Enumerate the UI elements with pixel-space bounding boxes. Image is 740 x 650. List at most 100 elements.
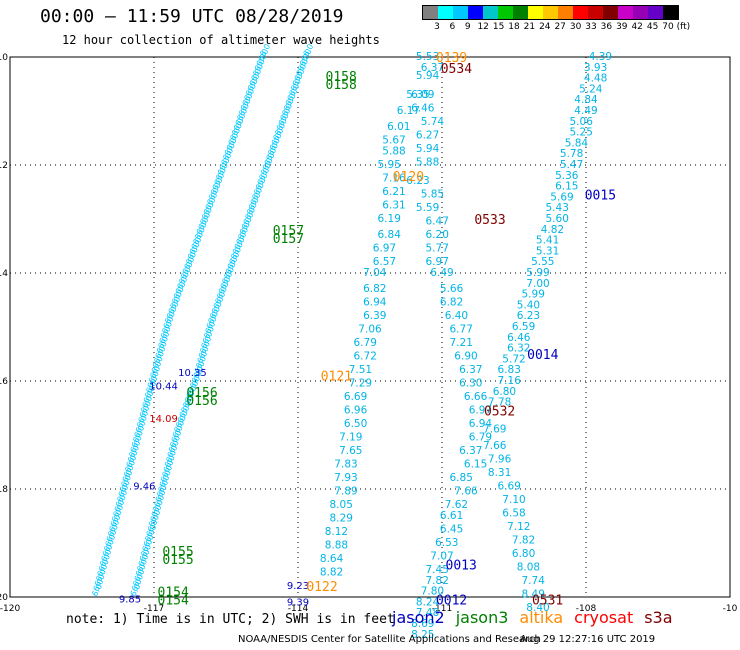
swh-value-track-a: 7.48 [416, 607, 439, 619]
swh-value-track-a: 7.07 [430, 551, 453, 563]
swh-value-track-a: 6.82 [440, 297, 463, 309]
swh-value-track-a: 6.69 [344, 391, 367, 403]
pass-time-label: 0158 [326, 78, 357, 93]
swh-value-track-a: 6.20 [426, 229, 449, 241]
swh-value-track-a: 6.47 [426, 216, 449, 228]
legend-swatch [663, 6, 678, 19]
latitude-label: -14 [0, 269, 8, 279]
pass-time-label: 0534 [441, 62, 472, 77]
swh-value-track-a: 7.45 [426, 564, 449, 576]
legend-label: 39 [616, 22, 628, 32]
swh-value-track-a: 8.12 [325, 526, 348, 538]
swh-value-track-a: 8.64 [320, 553, 344, 565]
swh-value-track-b: 7.69 [483, 424, 506, 436]
legend-label: 27 [554, 22, 566, 32]
longitude-label: -10 [723, 604, 738, 614]
map-frame [9, 56, 731, 598]
legend-swatch [633, 6, 648, 19]
legend-label: 42 [631, 22, 643, 32]
swh-value-track-b: 5.41 [536, 235, 559, 247]
swh-value-track-a: 7.80 [421, 586, 444, 598]
pass-time-label: 0139 [436, 51, 467, 66]
swh-value-track-a: 8.24 [416, 596, 440, 608]
swh-value-track-b: 7.74 [522, 575, 546, 587]
pass-time-label: 0532 [484, 405, 515, 420]
legend-swatch [468, 6, 483, 19]
legend-swatch [483, 6, 498, 19]
swh-value-track-a: 7.65 [339, 445, 362, 457]
swh-value-track-b: 5.06 [570, 116, 594, 128]
latitude-label: -10 [0, 53, 8, 63]
swh-value-track-a: 5.74 [421, 116, 445, 128]
legend-swatch [603, 6, 618, 19]
swh-value-track-b: 7.10 [502, 494, 525, 506]
swh-value-track-a: 6.53 [435, 537, 458, 549]
legend-label: 6 [449, 22, 456, 32]
swh-value-track-a: 6.79 [354, 337, 377, 349]
pass-time-label: 0015 [585, 189, 616, 204]
longitude-label: -108 [576, 604, 597, 614]
swh-value-track-a: 7.29 [349, 378, 372, 390]
pass-time-label: 0121 [321, 370, 352, 385]
swh-value-track-b: 8.40 [526, 602, 549, 614]
legend-label: 33 [585, 22, 597, 32]
swh-value-track-b: 7.16 [498, 375, 522, 387]
legend-swatch [618, 6, 633, 19]
legend-swatch [438, 6, 453, 19]
swh-value-track-a: 6.97 [426, 256, 449, 268]
swh-value-track-a: 6.37 [459, 364, 482, 376]
longitude-label: -117 [144, 604, 164, 614]
swh-value-track-b: 4.48 [584, 73, 607, 85]
swh-value-track-b: 4.39 [589, 51, 612, 63]
legend-labels: 3 6 9 12 15 18 21 24 27 30 33 36 39 42 45 70 (ft) [422, 22, 740, 34]
pass-time-label: 0155 [162, 545, 193, 560]
swh-value-track-a: 6.66 [464, 391, 488, 403]
swh-value-track-a: 7.83 [334, 459, 357, 471]
swh-value-track-b: 5.99 [526, 267, 549, 279]
swh-value-track-a: 6.49 [430, 267, 453, 279]
swh-value-track-a: 6.27 [416, 129, 439, 141]
swh-value-track-b: 5.24 [579, 83, 603, 95]
swh-value-track-a: 6.19 [378, 213, 401, 225]
swh-value-track-a: 6.90 [454, 351, 477, 363]
swh-value-track-a: 5.94 [416, 70, 440, 82]
legend-label: 18 [508, 22, 520, 32]
swh-value-track-a: 6.40 [445, 310, 468, 322]
pass-time-label: 0156 [186, 394, 217, 409]
legend-label: (ft) [676, 22, 691, 32]
swh-value-track-a: 8.88 [325, 540, 348, 552]
swh-value-jason: 9.39 [287, 597, 309, 608]
swh-value-track-a: 6.39 [363, 310, 386, 322]
satellite-legend-item: cryosat [574, 608, 634, 627]
swh-value-track-a: 6.85 [450, 472, 473, 484]
swh-value-track-a: 5.85 [421, 189, 444, 201]
swh-value-track-a: 7.51 [349, 364, 372, 376]
swh-value-track-b: 4.49 [574, 105, 597, 117]
swh-value-track-a: 6.97 [469, 405, 492, 417]
swh-value-track-a: 5.77 [426, 243, 449, 255]
swh-value-track-a: 8.69 [411, 618, 434, 630]
swh-value-track-a: 7.04 [363, 267, 387, 279]
swh-value-track-b: 5.99 [522, 289, 545, 301]
swh-value-track-a: 7.66 [454, 486, 478, 498]
swh-value-track-a: 7.93 [334, 472, 357, 484]
swh-value-track-b: 8.08 [517, 561, 540, 573]
satellite-legend: jason2 jason3 altika cryosat s3a [392, 608, 673, 627]
swh-value-track-a: 7.89 [334, 486, 357, 498]
swh-value-jason: 10.35 [178, 368, 207, 379]
legend-swatch [573, 6, 588, 19]
swh-value-track-b: 7.00 [526, 278, 549, 290]
swh-value-jason: 14.09 [149, 414, 178, 425]
swh-value-track-a: 8.25 [411, 629, 434, 641]
map-subtitle: 12 hour collection of altimeter wave hei… [62, 33, 380, 47]
legend-swatch [513, 6, 528, 19]
swh-value-track-b: 5.60 [546, 213, 569, 225]
swh-value-track-a: 6.46 [411, 102, 435, 114]
swh-value-track-a: 6.01 [387, 121, 410, 133]
swh-value-track-a: 7.19 [339, 432, 362, 444]
swh-value-track-a: 7.06 [358, 324, 382, 336]
legend-swatch [558, 6, 573, 19]
satellite-legend-item: jason2 [392, 608, 445, 627]
swh-value-track-a: 7.21 [450, 337, 473, 349]
